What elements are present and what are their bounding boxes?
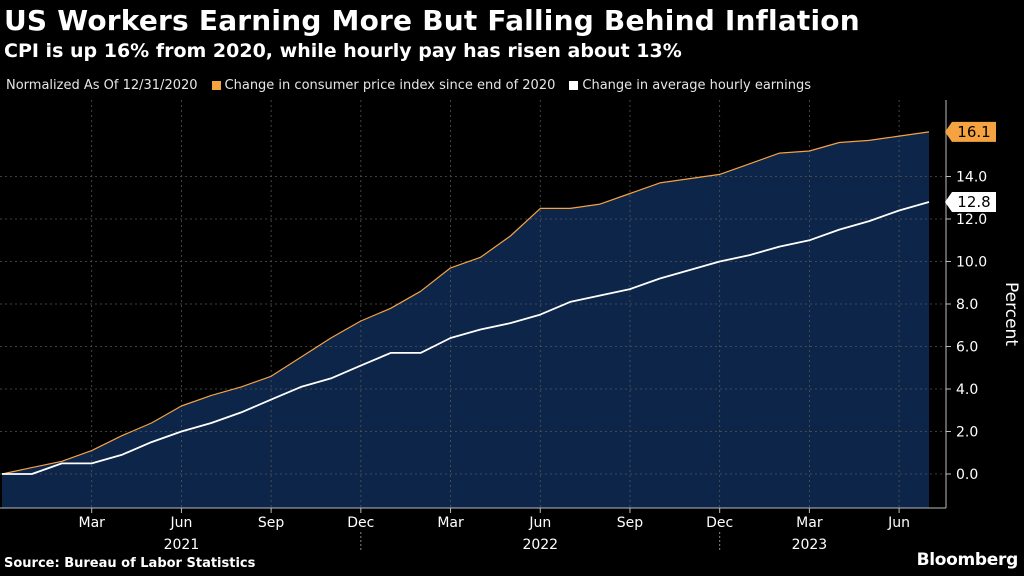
x-tick-label-7: Dec: [706, 515, 733, 531]
legend-label-cpi: Change in consumer price index since end…: [224, 78, 556, 93]
y-tick-label-5: 10.0: [956, 255, 987, 271]
year-label-0: 2021: [164, 537, 200, 553]
legend-note: Normalized As Of 12/31/2020: [6, 78, 198, 93]
year-label-1: 2022: [522, 537, 558, 553]
legend-swatch-cpi: [211, 81, 221, 90]
bloomberg-logo: Bloomberg: [916, 550, 1019, 570]
source-note: Source: Bureau of Labor Statistics: [4, 556, 256, 571]
y-tick-label-7: 14.0: [956, 170, 987, 186]
earnings-line: [2, 201, 930, 475]
x-tick-label-6: Sep: [617, 515, 644, 531]
earnings-end-label: 12.8: [957, 193, 990, 211]
x-tick-label-5: Jun: [528, 515, 551, 531]
earnings-end-badge: [945, 192, 996, 212]
x-tick-label-1: Jun: [169, 515, 192, 531]
cpi-area-fill: [2, 131, 929, 508]
x-tick-label-2: Sep: [258, 515, 285, 531]
legend-swatch-earnings: [569, 81, 579, 90]
y-tick-label-0: 0.0: [956, 467, 978, 483]
cpi-end-badge: [945, 121, 996, 142]
year-label-2: 2023: [792, 537, 828, 553]
cpi-end-label: 16.1: [957, 123, 990, 141]
x-tick-label-9: Jun: [887, 515, 910, 531]
y-tick-label-2: 4.0: [956, 382, 978, 398]
chart-title: US Workers Earning More But Falling Behi…: [4, 4, 860, 37]
legend: Normalized As Of 12/31/2020 Change in co…: [6, 78, 811, 93]
y-tick-label-1: 2.0: [956, 425, 978, 441]
y-tick-label-4: 8.0: [956, 297, 978, 313]
legend-label-earnings: Change in average hourly earnings: [582, 78, 812, 93]
y-tick-label-6: 12.0: [956, 212, 987, 228]
x-tick-label-4: Mar: [437, 515, 464, 531]
cpi-line: [1, 131, 930, 475]
y-tick-label-3: 6.0: [956, 340, 978, 356]
x-tick-label-8: Mar: [796, 515, 823, 531]
x-tick-label-0: Mar: [78, 515, 105, 531]
y-axis-title: Percent: [1001, 282, 1021, 346]
chart-subtitle: CPI is up 16% from 2020, while hourly pa…: [4, 40, 682, 62]
x-tick-label-3: Dec: [347, 515, 374, 531]
